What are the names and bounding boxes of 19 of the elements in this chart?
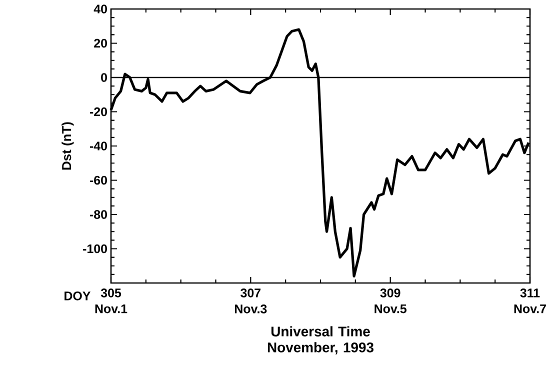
x-tick-label: 305 bbox=[100, 288, 122, 298]
y-tick-label: -60 bbox=[90, 176, 107, 185]
y-tick-label: -80 bbox=[90, 210, 107, 219]
x-tick-label: 311 bbox=[520, 288, 540, 298]
x2-tick-label: Nov.5 bbox=[374, 304, 406, 314]
y-tick-label: 20 bbox=[94, 38, 107, 48]
x-tick-label: 309 bbox=[380, 288, 400, 298]
y-tick-label: 0 bbox=[101, 73, 107, 82]
y-tick-label: 40 bbox=[94, 4, 107, 14]
x-axis-title: Universal Time November, 1993 bbox=[268, 326, 374, 354]
x2-tick-label: Nov.3 bbox=[235, 304, 267, 314]
text: DOY bbox=[64, 292, 91, 300]
y-tick-label: -20 bbox=[90, 107, 107, 116]
x-tick-label: 307 bbox=[240, 288, 260, 298]
y-tick-label: -40 bbox=[90, 142, 107, 150]
x2-tick-label: Nov.1 bbox=[95, 304, 128, 314]
y-tick-label: -100 bbox=[83, 244, 107, 254]
y-axis-title: Dst (nT) bbox=[62, 122, 74, 170]
x2-tick-label: Nov.7 bbox=[514, 304, 546, 314]
